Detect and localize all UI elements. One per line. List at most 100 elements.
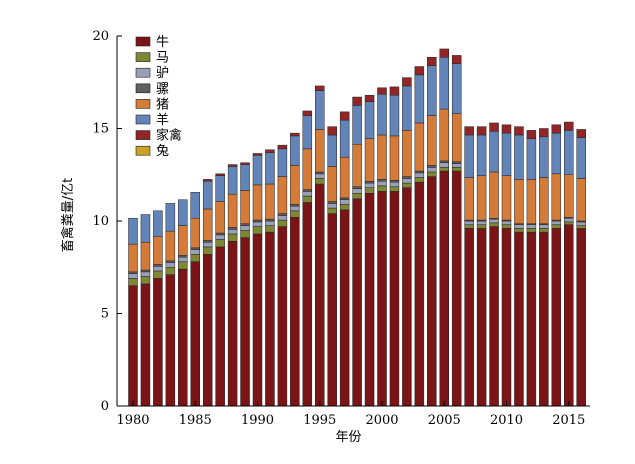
bar-segment (476, 175, 487, 221)
bar-segment (364, 101, 375, 139)
bar-segment (464, 126, 474, 136)
bar-segment (227, 233, 238, 242)
bar-segment (414, 172, 425, 178)
bar-segment (240, 230, 250, 238)
bar-segment (190, 247, 200, 250)
bar-segment (439, 162, 449, 168)
bar-segment (128, 217, 138, 245)
bar-segment (140, 214, 151, 243)
bar-segment (514, 179, 524, 225)
bar-segment (153, 266, 163, 272)
bar-segment (576, 137, 586, 179)
bar-segment (265, 220, 275, 226)
bar-segment (501, 220, 512, 225)
bar-segment (128, 271, 138, 274)
legend-label: 骡 (156, 82, 169, 97)
bar-segment (153, 236, 163, 265)
bar-segment (526, 224, 537, 229)
bar-segment (427, 171, 437, 177)
bar-segment (190, 192, 200, 219)
bar-segment (501, 224, 512, 229)
y-tick-label: 0 (101, 399, 109, 414)
bar-segment (377, 179, 387, 182)
legend-label: 马 (156, 51, 169, 66)
bar-segment (153, 210, 163, 237)
bar-segment (140, 242, 151, 271)
bar-segment (252, 221, 263, 227)
bar-segment (402, 176, 412, 179)
bar-segment (215, 239, 225, 248)
bar-segment (252, 153, 263, 156)
bar-segment (315, 178, 325, 185)
bar-segment (489, 222, 499, 227)
bar-segment (352, 105, 362, 145)
bar-segment (215, 175, 225, 202)
bar-segment (202, 242, 213, 248)
bar-segment (427, 165, 437, 168)
bar-segment (439, 108, 449, 162)
bar-segment (265, 231, 275, 407)
bar-segment (153, 264, 163, 267)
bar-segment (389, 191, 400, 407)
bar-segment (165, 203, 176, 232)
bar-segment (389, 94, 400, 137)
bar-segment (377, 180, 387, 187)
bar-segment (514, 228, 524, 233)
bar-segment (128, 285, 138, 407)
bar-segment (227, 229, 238, 235)
bar-segment (165, 260, 176, 263)
bar-segment (352, 193, 362, 200)
bar-segment (526, 130, 537, 139)
bar-segment (464, 224, 474, 229)
x-tick-label: 2010 (490, 413, 523, 428)
x-tick-label: 2000 (365, 413, 398, 428)
x-axis-ticks: 1980 1985 1990 1995 2000 2005 2010 2015 (116, 401, 585, 428)
bar-segment (202, 208, 213, 241)
legend-swatch (135, 114, 151, 125)
x-axis-title: 年份 (335, 430, 361, 445)
bar-segment (539, 128, 549, 138)
bar-segment (327, 213, 337, 407)
legend-label: 牛 (156, 35, 169, 50)
bar-segment (451, 167, 462, 172)
bar-segment (302, 202, 313, 407)
bar-segment (240, 162, 250, 165)
x-tick-label: 1980 (116, 413, 149, 428)
bar-stack-group (128, 48, 586, 407)
bar-segment (427, 65, 437, 116)
bar-segment (265, 149, 275, 153)
bar-segment (427, 57, 437, 66)
x-tick-label: 1995 (303, 413, 336, 428)
bar-segment (377, 87, 387, 95)
bar-segment (364, 180, 375, 184)
bar-segment (402, 178, 412, 184)
bar-segment (414, 74, 425, 124)
bar-segment (227, 193, 238, 228)
bar-segment (290, 217, 300, 407)
bar-segment (315, 173, 325, 179)
bar-segment (539, 136, 549, 178)
bar-segment (140, 283, 151, 407)
bar-segment (215, 232, 225, 236)
bar-segment (252, 155, 263, 186)
bar-segment (539, 177, 549, 225)
bar-segment (302, 115, 313, 150)
bar-segment (402, 77, 412, 87)
bar-segment (526, 179, 537, 225)
bar-segment (476, 228, 487, 407)
bar-segment (364, 193, 375, 407)
bar-segment (551, 228, 562, 407)
bar-segment (165, 230, 176, 262)
bar-segment (240, 225, 250, 231)
bar-segment (252, 219, 263, 223)
bar-segment (514, 134, 524, 180)
legend-label: 驴 (156, 65, 169, 81)
bar-segment (178, 254, 188, 258)
bar-segment (476, 224, 487, 229)
bar-segment (501, 132, 512, 176)
bar-segment (227, 241, 238, 407)
bar-segment (501, 175, 512, 221)
bar-segment (252, 233, 263, 407)
bar-segment (202, 246, 213, 255)
bar-segment (414, 177, 425, 183)
